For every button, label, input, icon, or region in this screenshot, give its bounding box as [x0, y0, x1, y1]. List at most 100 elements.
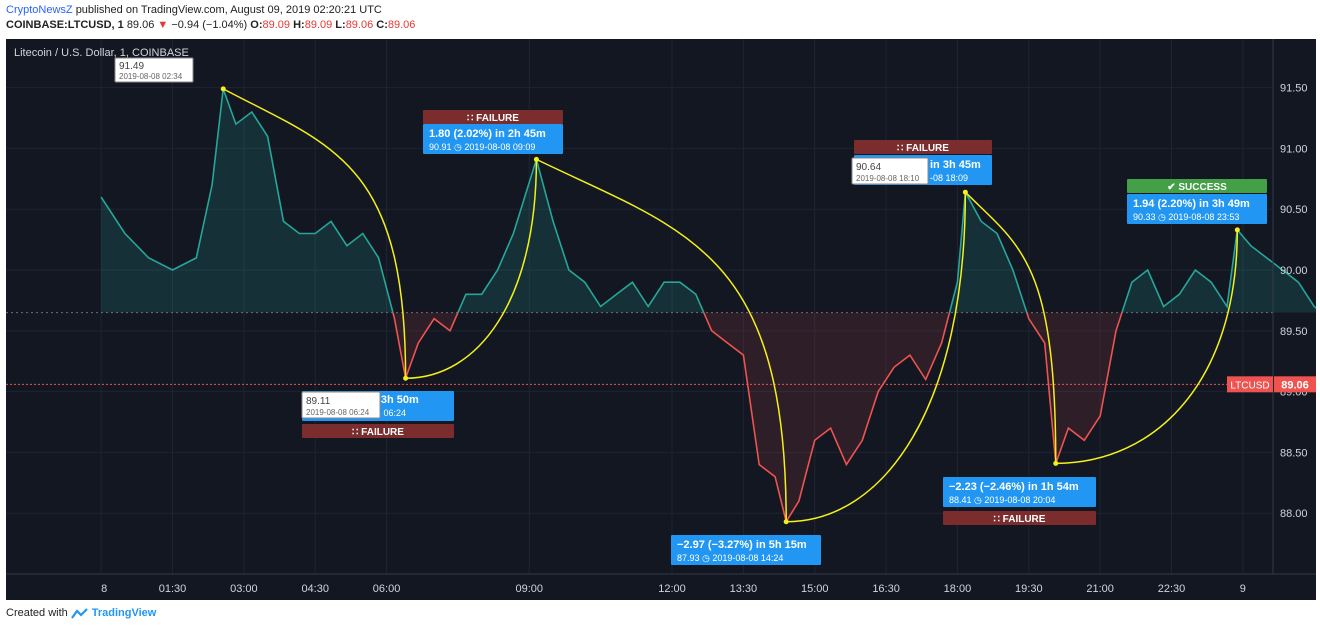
x-tick-label: 8 [101, 583, 107, 595]
change-label-detail: 90.33 ◷ 2019-08-08 23:53 [1133, 212, 1239, 222]
ohlc-line: COINBASE:LTCUSD, 1 89.06 ▼ −0.94 (−1.04%… [6, 18, 415, 33]
price-line-down [392, 312, 1123, 524]
projection-curve [786, 192, 967, 523]
x-tick-label: 12:00 [658, 583, 686, 595]
author-link[interactable]: CryptoNewsZ [6, 4, 73, 16]
failure-tag-bg [943, 511, 1096, 525]
change-label-text: in 3h 50m [368, 394, 419, 406]
x-tick-label: 19:30 [1015, 583, 1043, 595]
y-tick-label: 88.50 [1280, 447, 1308, 459]
change-label-detail: 87.93 ◷ 2019-08-08 14:24 [677, 553, 783, 563]
x-tick-label: 16:30 [872, 583, 900, 595]
y-tick-label: 90.00 [1280, 265, 1308, 277]
pivot-point [1234, 227, 1240, 233]
footer: Created with TradingView [6, 607, 156, 619]
failure-tag-bg [423, 110, 563, 124]
x-tick-label: 04:30 [301, 583, 329, 595]
change-label-text: in 3h 45m [930, 159, 981, 171]
success-tag-bg [1127, 179, 1267, 193]
point-label-date: 2019-08-08 02:34 [119, 72, 183, 81]
symbol-tag: LTCUSD [1230, 380, 1269, 391]
x-tick-label: 06:00 [373, 583, 401, 595]
high-value: 89.09 [304, 19, 333, 31]
change-label-box [423, 124, 563, 154]
last-price-tag: 89.06 [1281, 379, 1309, 391]
change-label-box [1127, 194, 1267, 224]
projection-curves [220, 86, 1240, 525]
change-label-detail: 90.91 ◷ 2019-08-08 09:09 [429, 142, 535, 152]
close-value: 89.06 [387, 19, 416, 31]
created-with-text: Created with [6, 607, 68, 619]
y-tick-label: 91.00 [1280, 143, 1308, 155]
y-tick-label: 90.50 [1280, 204, 1308, 216]
last-price-tag-bg [1274, 376, 1316, 393]
price-line-up [100, 88, 1316, 313]
close-label: C: [376, 19, 388, 31]
x-tick-label: 22:30 [1158, 583, 1186, 595]
failure-tag: ∷ FAILURE [994, 514, 1046, 525]
low-value: 89.06 [345, 19, 374, 31]
success-tag: ✔ SUCCESS [1167, 182, 1227, 193]
open-label: O: [250, 19, 263, 31]
point-label-date: 2019-08-08 18:10 [856, 174, 920, 183]
point-label-price: 90.64 [856, 162, 881, 173]
point-label-box [851, 157, 929, 185]
x-tick-label: 21:00 [1086, 583, 1114, 595]
projection-curve [1055, 229, 1239, 465]
change-label-detail: 88.41 ◷ 2019-08-08 20:04 [949, 495, 1055, 505]
open-value: 89.09 [262, 19, 291, 31]
failure-tag: ∷ FAILURE [467, 113, 519, 124]
change-label-detail: -08 06:24 [368, 408, 406, 418]
projection-curve [405, 159, 538, 379]
y-tick-label: 89.50 [1280, 326, 1308, 338]
change-label-text: −2.23 (−2.46%) in 1h 54m [949, 481, 1079, 493]
x-tick-label: 09:00 [516, 583, 544, 595]
chart-background [6, 39, 1316, 600]
failure-tag-bg [854, 140, 992, 154]
price-line [100, 88, 1316, 524]
x-tick-label: 01:30 [159, 583, 187, 595]
axes: 91.5091.0090.5090.0089.5089.0088.5088.00… [6, 39, 1316, 595]
chart-title: Litecoin / U.S. Dollar, 1, COINBASE [14, 47, 189, 59]
failure-tag-bg [302, 424, 454, 438]
change-label-text: 1.80 (2.02%) in 2h 45m [429, 128, 546, 140]
projection-curve [222, 88, 407, 379]
failure-tag: ∷ FAILURE [897, 143, 949, 154]
y-tick-label: 88.00 [1280, 508, 1308, 520]
price-change: −0.94 (−1.04%) [171, 19, 248, 31]
x-tick-label: 13:30 [730, 583, 758, 595]
symbol: COINBASE:LTCUSD, 1 [6, 19, 124, 31]
x-tick-label: 9 [1240, 583, 1246, 595]
publish-info: published on TradingView.com, August 09,… [75, 4, 382, 16]
change-label-text: 1.94 (2.20%) in 3h 49m [1133, 198, 1250, 210]
x-tick-label: 03:00 [230, 583, 258, 595]
x-tick-label: 18:00 [944, 583, 972, 595]
failure-tag: ∷ FAILURE [352, 427, 404, 438]
point-label-price: 91.49 [119, 61, 144, 72]
y-tick-label: 91.50 [1280, 83, 1308, 95]
tradingview-link[interactable]: TradingView [91, 607, 157, 619]
area-above [101, 88, 1316, 313]
pivot-point [220, 86, 226, 92]
point-label-box [114, 57, 194, 83]
low-label: L: [335, 19, 346, 31]
symbol-tag-bg [1227, 376, 1273, 393]
change-label-text: −2.97 (−3.27%) in 5h 15m [677, 539, 807, 551]
x-tick-label: 15:00 [801, 583, 829, 595]
high-label: H: [293, 19, 305, 31]
down-arrow-icon: ▼ [157, 19, 169, 31]
point-label-price: 89.11 [306, 396, 331, 407]
point-label-box [301, 391, 381, 419]
change-label-box [943, 477, 1096, 507]
last-price: 89.06 [126, 19, 155, 31]
tradingview-logo-icon [70, 607, 88, 619]
projection-curve [536, 158, 787, 522]
point-label-date: 2019-08-08 06:24 [306, 408, 370, 417]
chart-header: CryptoNewsZ published on TradingView.com… [6, 3, 415, 33]
publish-line: CryptoNewsZ published on TradingView.com… [6, 3, 415, 18]
change-label-detail: -08 18:09 [930, 173, 968, 183]
change-label-box [671, 535, 821, 565]
projection-curve [964, 191, 1057, 464]
